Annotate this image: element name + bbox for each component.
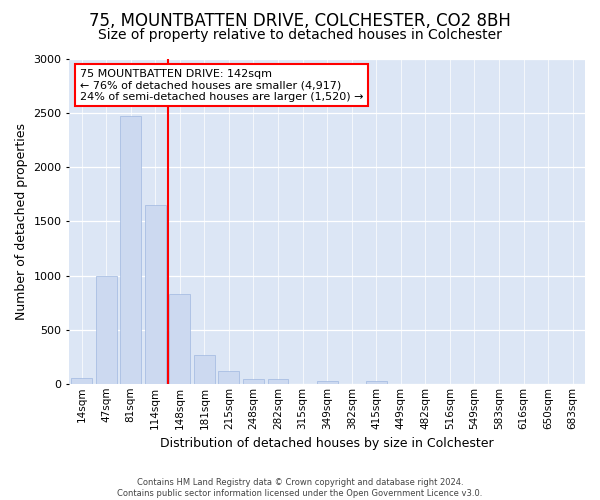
Text: Size of property relative to detached houses in Colchester: Size of property relative to detached ho… [98, 28, 502, 42]
Bar [96, 276, 116, 384]
Bar [218, 371, 239, 384]
Bar [366, 380, 387, 384]
Bar [317, 380, 338, 384]
Y-axis label: Number of detached properties: Number of detached properties [15, 123, 28, 320]
Text: 75 MOUNTBATTEN DRIVE: 142sqm
← 76% of detached houses are smaller (4,917)
24% of: 75 MOUNTBATTEN DRIVE: 142sqm ← 76% of de… [80, 68, 363, 102]
Bar [71, 378, 92, 384]
Bar [169, 294, 190, 384]
Bar [194, 354, 215, 384]
Text: 75, MOUNTBATTEN DRIVE, COLCHESTER, CO2 8BH: 75, MOUNTBATTEN DRIVE, COLCHESTER, CO2 8… [89, 12, 511, 30]
Bar [268, 379, 289, 384]
Text: Contains HM Land Registry data © Crown copyright and database right 2024.
Contai: Contains HM Land Registry data © Crown c… [118, 478, 482, 498]
Bar [243, 379, 264, 384]
Bar [145, 205, 166, 384]
X-axis label: Distribution of detached houses by size in Colchester: Distribution of detached houses by size … [160, 437, 494, 450]
Bar [120, 116, 141, 384]
